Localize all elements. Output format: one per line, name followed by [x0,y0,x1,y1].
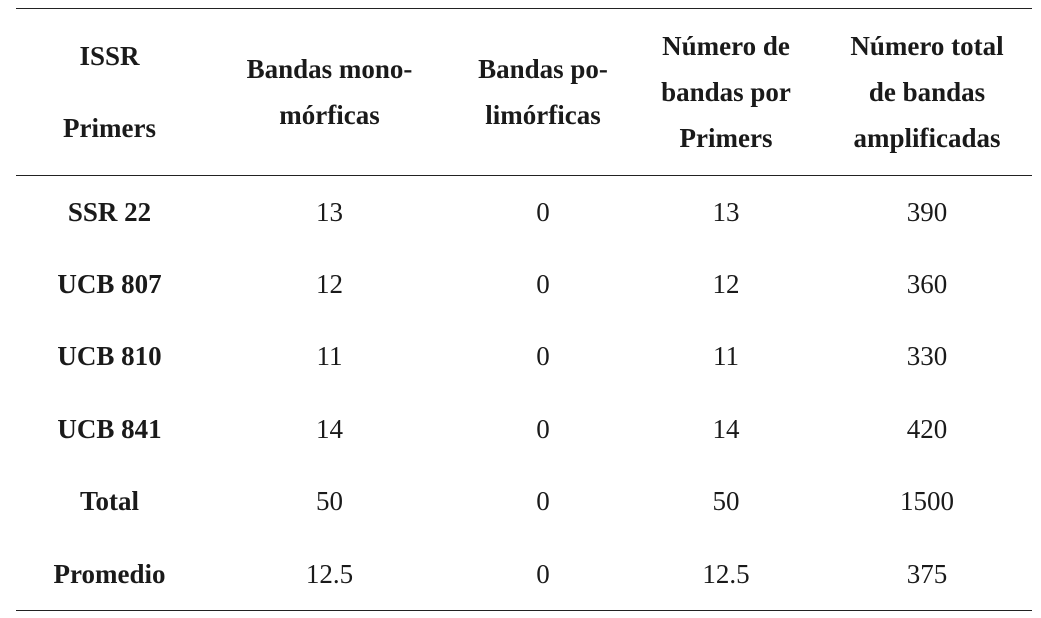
table-row: SSR 22 13 0 13 390 [16,176,1032,249]
row-label: Promedio [53,558,166,589]
cell-por-primer: 11 [713,341,739,372]
header-numero-total-bandas-amplificadas: Número total de bandas amplificadas [822,9,1032,176]
cell-total-amplificadas: 375 [906,558,948,589]
cell-total-amplificadas: 360 [906,268,948,299]
cell-por-primer: 13 [712,196,740,227]
header-line: mórficas [279,100,380,130]
header-issr-primers: ISSR Primers [16,9,203,176]
table-row: UCB 841 14 0 14 420 [16,393,1032,466]
cell-monomorficas: 12.5 [305,558,354,589]
header-bandas-monomorficas: Bandas mono- mórficas [203,9,456,176]
cell-polimorficas: 0 [536,341,550,372]
cell-monomorficas: 12 [316,268,343,299]
header-line: Número de [662,31,790,61]
header-bandas-polimorficas: Bandas po- limórficas [456,9,630,176]
cell-por-primer: 12.5 [702,558,750,589]
cell-monomorficas: 13 [316,196,343,227]
cell-total-amplificadas: 420 [906,413,948,444]
header-line: Primers [679,123,773,153]
table-row: UCB 810 11 0 11 330 [16,321,1032,394]
table-header: ISSR Primers Bandas mono- mórficas Banda… [16,8,1032,176]
table-body: SSR 22 13 0 13 390 UCB 807 12 0 12 360 U… [16,176,1032,611]
header-line: limórficas [485,100,601,130]
header-line: Número total [850,31,1004,61]
cell-polimorficas: 0 [536,268,550,299]
cell-polimorficas: 0 [536,413,550,444]
cell-total-amplificadas: 390 [906,196,948,227]
cell-por-primer: 14 [712,413,740,444]
row-label: Total [79,486,140,517]
issr-primers-table: ISSR Primers Bandas mono- mórficas Banda… [16,8,1032,611]
header-line: de bandas [868,77,986,107]
header-line: Bandas mono- [246,54,413,84]
cell-polimorficas: 0 [536,196,550,227]
cell-por-primer: 12 [712,268,740,299]
row-label: UCB 841 [57,413,162,444]
issr-primers-table-container: ISSR Primers Bandas mono- mórficas Banda… [16,8,1032,611]
header-line: bandas por [661,77,791,107]
table-row: Total 50 0 50 1500 [16,466,1032,539]
table-row: Promedio 12.5 0 12.5 375 [16,538,1032,611]
cell-total-amplificadas: 1500 [900,486,954,517]
cell-por-primer: 50 [712,486,740,517]
header-line: ISSR [79,41,140,71]
header-line: Primers [63,113,156,143]
cell-polimorficas: 0 [536,486,550,517]
header-numero-bandas-por-primers: Número de bandas por Primers [630,9,822,176]
header-line: amplificadas [853,123,1001,153]
cell-monomorficas: 50 [316,486,343,517]
row-label: UCB 807 [57,268,162,299]
cell-monomorficas: 14 [316,413,343,444]
row-label: UCB 810 [57,341,162,372]
header-line: Bandas po- [478,54,608,84]
header-row: ISSR Primers Bandas mono- mórficas Banda… [16,8,1032,176]
table-row: UCB 807 12 0 12 360 [16,248,1032,321]
row-label: SSR 22 [67,196,152,227]
cell-total-amplificadas: 330 [906,341,948,372]
cell-monomorficas: 11 [316,341,343,372]
cell-polimorficas: 0 [536,558,550,589]
